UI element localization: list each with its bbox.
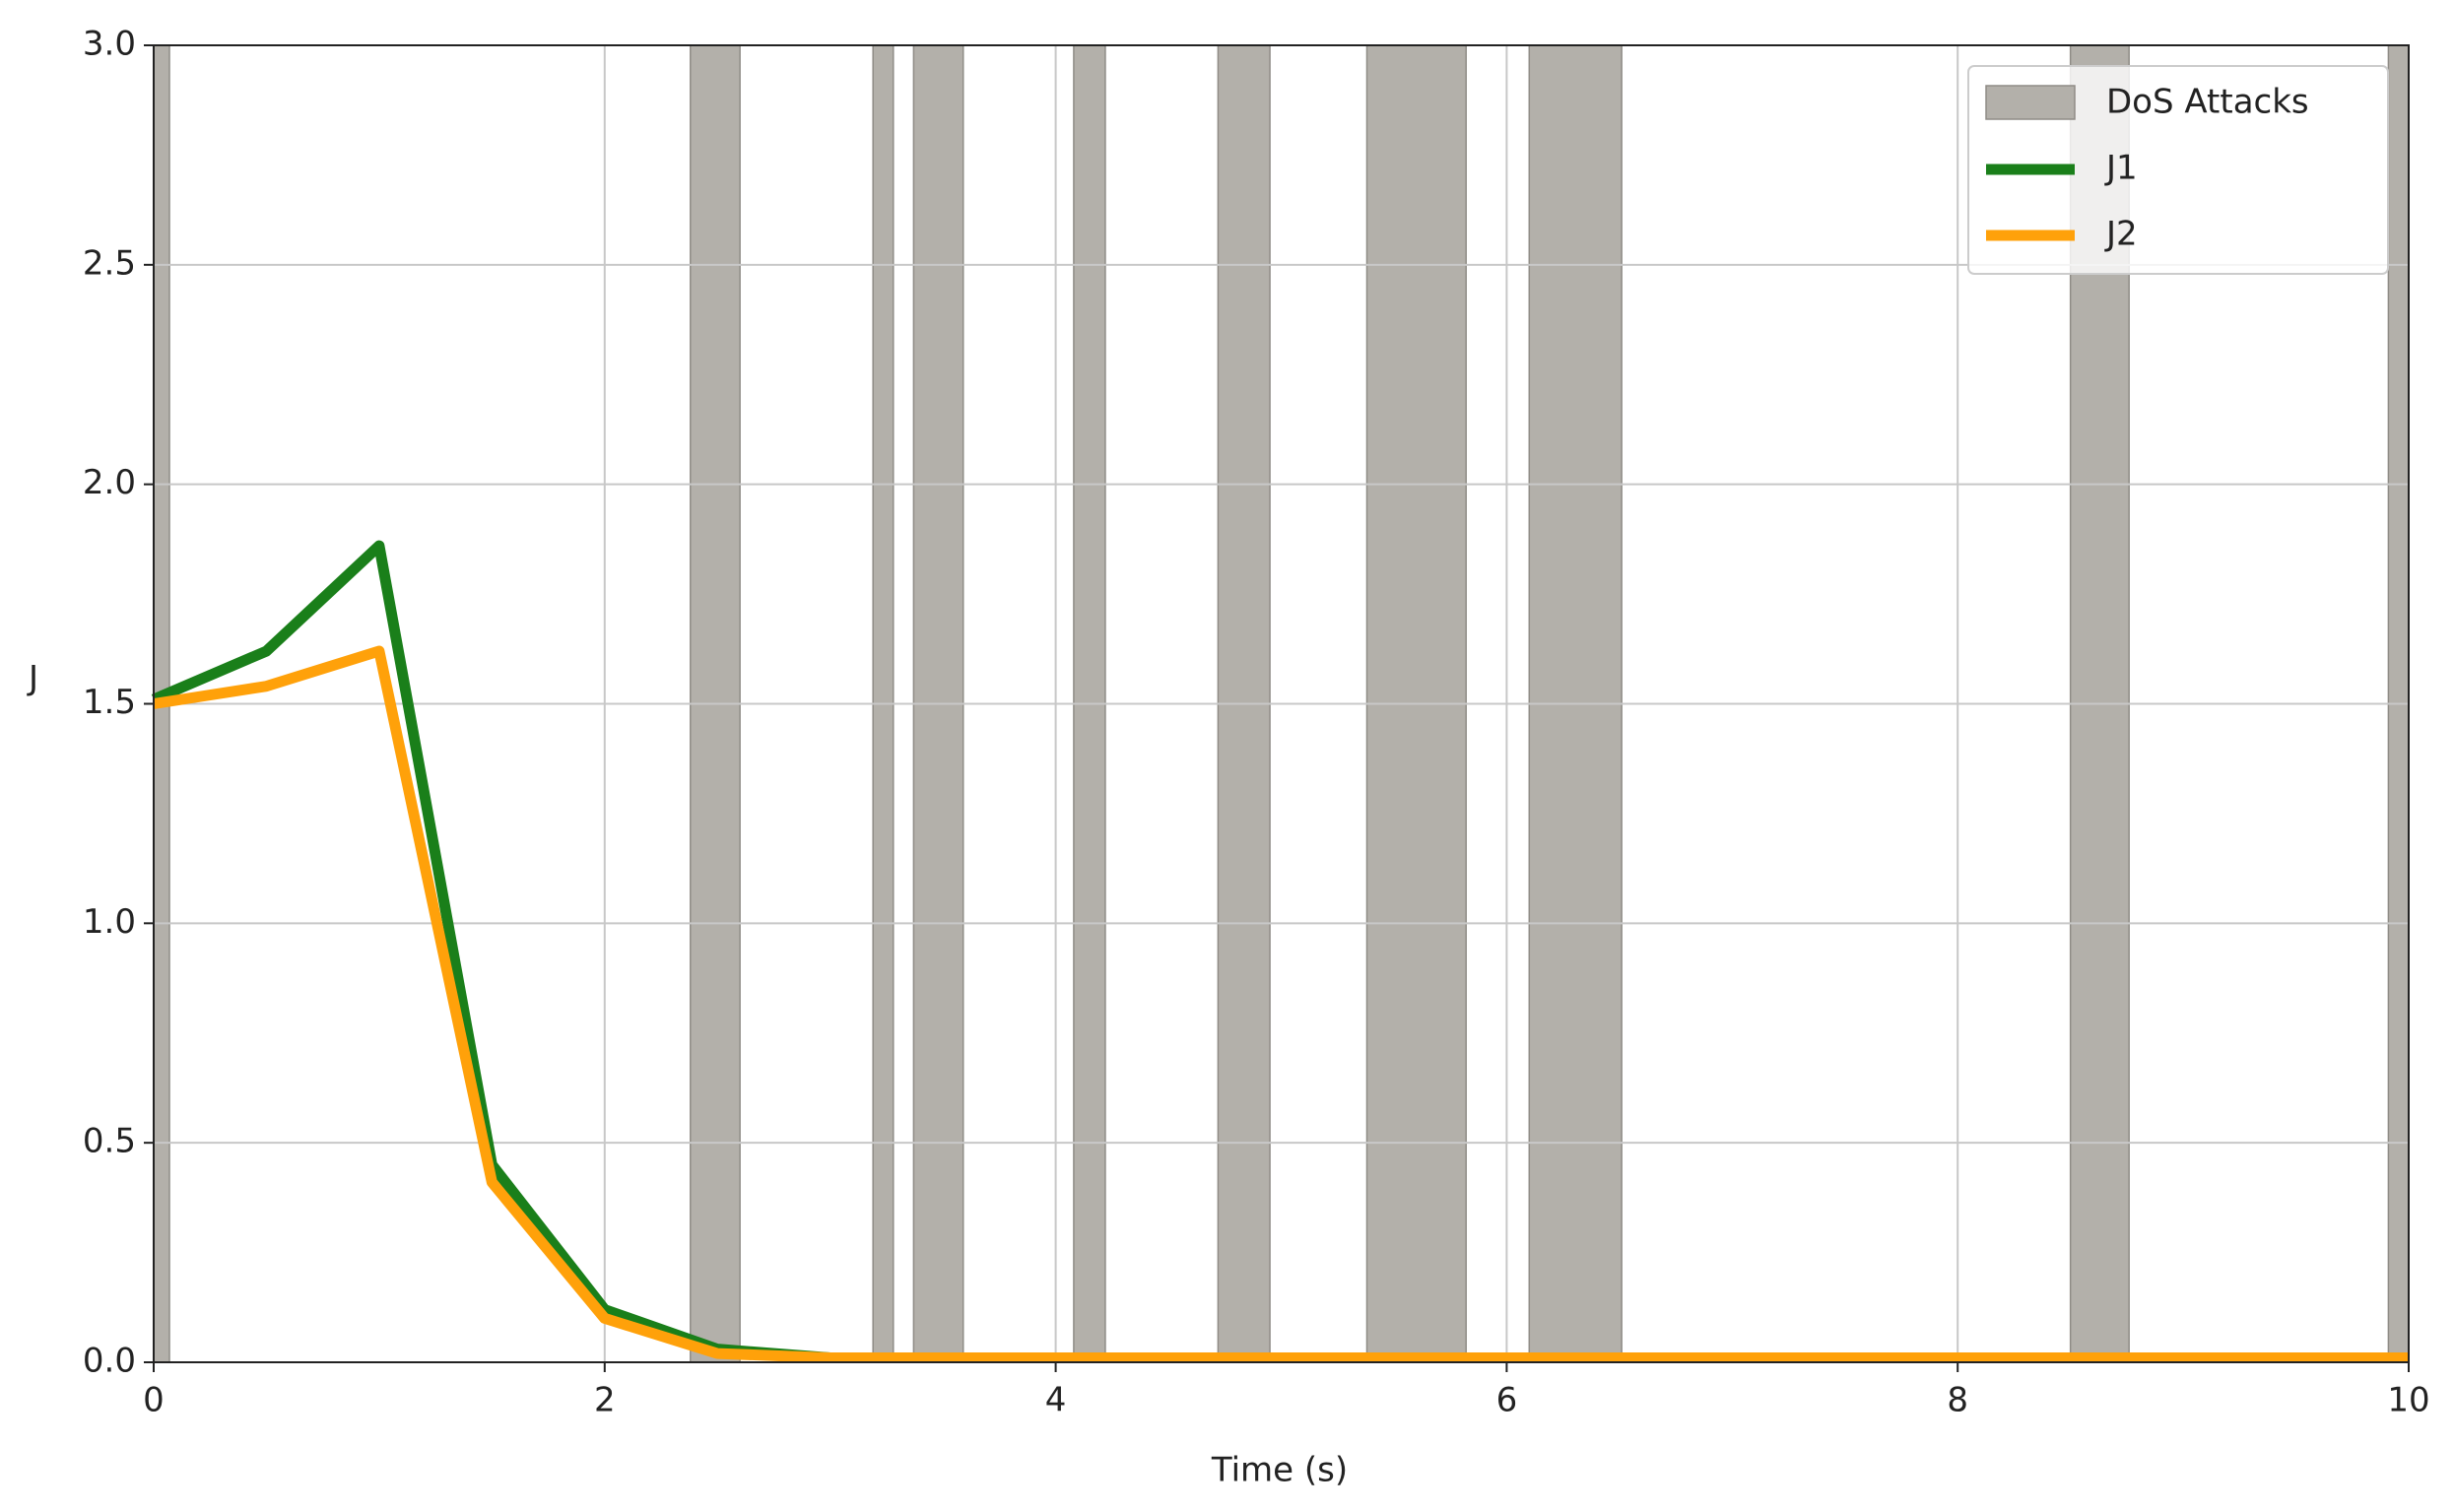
x-tick-label: 0 xyxy=(143,1381,165,1420)
plot-frame xyxy=(153,44,2410,1363)
y-tick-label: 3.0 xyxy=(83,25,136,64)
x-tick-label: 6 xyxy=(1496,1381,1518,1420)
y-tick-label: 2.5 xyxy=(83,243,136,283)
legend-label: J2 xyxy=(2104,215,2138,254)
line-series xyxy=(153,645,2409,1364)
x-axis-label: Time (s) xyxy=(1211,1451,1348,1490)
x-tick-label: 10 xyxy=(2387,1381,2429,1420)
legend-label: DoS Attacks xyxy=(2106,83,2309,122)
y-tick-label: 0.5 xyxy=(83,1122,136,1161)
y-tick-label: 2.0 xyxy=(83,463,136,502)
legend-label: J1 xyxy=(2104,149,2138,188)
x-tick-label: 2 xyxy=(594,1381,616,1420)
legend-swatch xyxy=(1985,85,2076,120)
y-tick-label: 1.5 xyxy=(83,683,136,722)
y-axis-label: J xyxy=(27,659,38,698)
x-tick-label: 4 xyxy=(1045,1381,1067,1420)
y-tick-label: 0.0 xyxy=(83,1342,136,1381)
y-tick-label: 1.0 xyxy=(83,902,136,942)
x-tick-label: 8 xyxy=(1947,1381,1968,1420)
